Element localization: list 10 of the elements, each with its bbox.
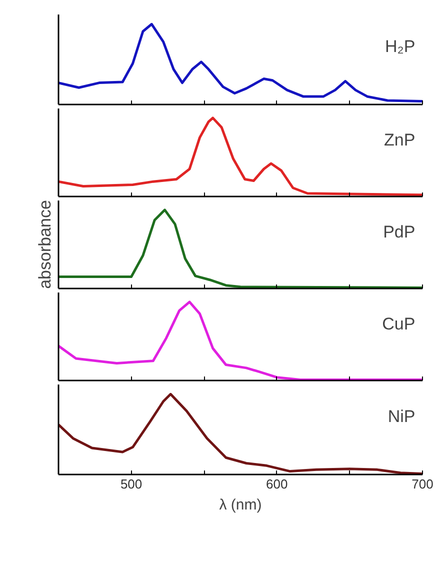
x-tick-label: 600 [266,476,288,492]
text: NiP [388,407,416,426]
text: CuP [382,314,416,334]
text: ZnP [384,130,416,150]
x-tick-label: 500 [120,476,142,492]
text: H₂P [385,37,416,56]
text: PdP [383,222,416,242]
x-tick-label: 700 [412,476,434,492]
y-axis-title: absorbance [36,200,54,289]
x-axis-title: λ (nm) [219,496,262,514]
